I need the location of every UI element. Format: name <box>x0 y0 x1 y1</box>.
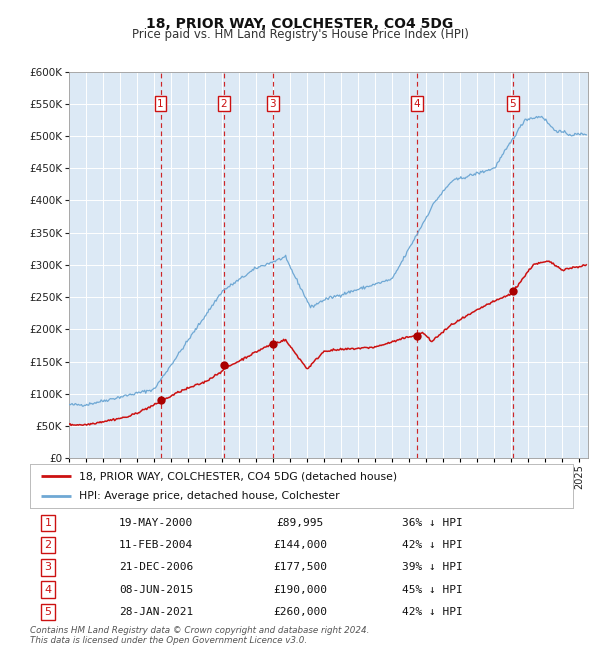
Text: 36% ↓ HPI: 36% ↓ HPI <box>401 518 463 528</box>
Text: Contains HM Land Registry data © Crown copyright and database right 2024.
This d: Contains HM Land Registry data © Crown c… <box>30 626 370 645</box>
Text: 18, PRIOR WAY, COLCHESTER, CO4 5DG (detached house): 18, PRIOR WAY, COLCHESTER, CO4 5DG (deta… <box>79 471 397 481</box>
Text: £144,000: £144,000 <box>273 540 327 551</box>
Text: 4: 4 <box>44 584 52 595</box>
Text: 3: 3 <box>44 562 52 573</box>
Text: 1: 1 <box>44 518 52 528</box>
Text: 1: 1 <box>157 99 164 109</box>
Text: 5: 5 <box>509 99 516 109</box>
Text: 2: 2 <box>221 99 227 109</box>
Text: 28-JAN-2021: 28-JAN-2021 <box>119 606 193 617</box>
Text: 5: 5 <box>44 606 52 617</box>
Text: Price paid vs. HM Land Registry's House Price Index (HPI): Price paid vs. HM Land Registry's House … <box>131 28 469 41</box>
Text: 4: 4 <box>413 99 420 109</box>
Text: £260,000: £260,000 <box>273 606 327 617</box>
Text: 11-FEB-2004: 11-FEB-2004 <box>119 540 193 551</box>
Text: £190,000: £190,000 <box>273 584 327 595</box>
Text: £89,995: £89,995 <box>277 518 323 528</box>
Text: £177,500: £177,500 <box>273 562 327 573</box>
Text: 08-JUN-2015: 08-JUN-2015 <box>119 584 193 595</box>
Text: 21-DEC-2006: 21-DEC-2006 <box>119 562 193 573</box>
Text: 19-MAY-2000: 19-MAY-2000 <box>119 518 193 528</box>
Text: 18, PRIOR WAY, COLCHESTER, CO4 5DG: 18, PRIOR WAY, COLCHESTER, CO4 5DG <box>146 17 454 31</box>
Text: 3: 3 <box>269 99 276 109</box>
Text: 42% ↓ HPI: 42% ↓ HPI <box>401 540 463 551</box>
Text: HPI: Average price, detached house, Colchester: HPI: Average price, detached house, Colc… <box>79 491 340 501</box>
Text: 42% ↓ HPI: 42% ↓ HPI <box>401 606 463 617</box>
Text: 2: 2 <box>44 540 52 551</box>
Text: 45% ↓ HPI: 45% ↓ HPI <box>401 584 463 595</box>
Text: 39% ↓ HPI: 39% ↓ HPI <box>401 562 463 573</box>
